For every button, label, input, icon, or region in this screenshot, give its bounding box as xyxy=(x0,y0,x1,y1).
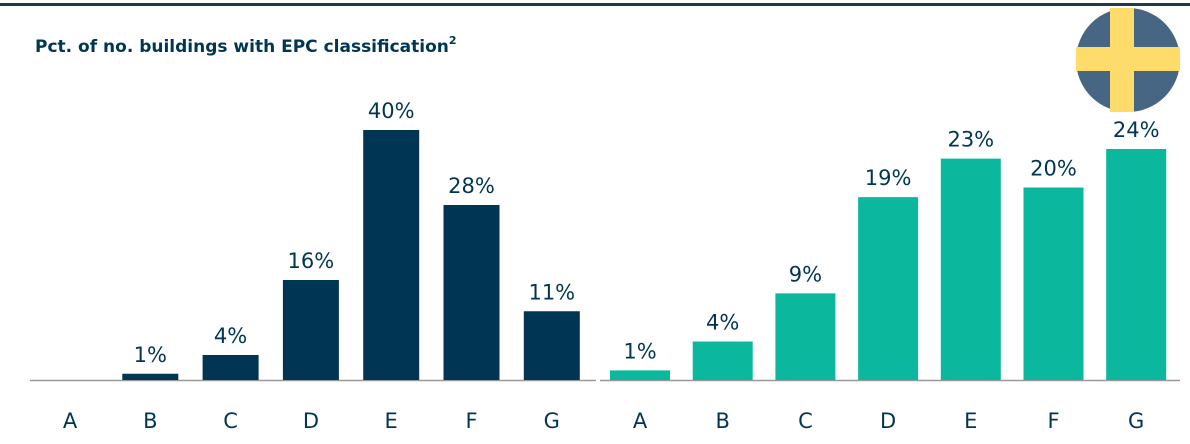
bar xyxy=(775,293,836,380)
x-tick-label: B xyxy=(143,409,157,433)
x-tick-label: A xyxy=(63,409,78,433)
x-tick-label: D xyxy=(303,409,319,433)
bar xyxy=(940,158,1001,380)
data-label: 40% xyxy=(368,99,415,123)
x-tick-label: C xyxy=(798,409,813,433)
bar xyxy=(523,311,580,380)
data-label: 11% xyxy=(528,280,575,304)
bar xyxy=(443,205,500,380)
x-tick-label: E xyxy=(964,409,977,433)
title-superscript: 2 xyxy=(449,34,457,47)
top-rule xyxy=(0,3,1190,6)
x-tick-label: G xyxy=(1128,409,1144,433)
data-label: 24% xyxy=(1113,118,1160,142)
data-label: 4% xyxy=(214,324,247,348)
x-tick-label: F xyxy=(1047,409,1059,433)
bar xyxy=(363,130,420,380)
data-label: 9% xyxy=(789,262,822,286)
bar xyxy=(610,370,670,380)
x-tick-label: G xyxy=(544,409,560,433)
x-tick-label: D xyxy=(880,409,896,433)
bar xyxy=(122,373,179,380)
bar xyxy=(282,280,339,380)
bar xyxy=(1106,149,1167,380)
x-tick-label: E xyxy=(385,409,398,433)
data-label: 20% xyxy=(1030,157,1077,181)
data-label: 23% xyxy=(947,128,994,152)
bar xyxy=(202,355,259,380)
chart-title: Pct. of no. buildings with EPC classific… xyxy=(35,34,457,57)
x-tick-label: F xyxy=(465,409,477,433)
data-label: 28% xyxy=(448,174,495,198)
title-text: Pct. of no. buildings with EPC classific… xyxy=(35,37,449,57)
bar xyxy=(692,341,753,380)
data-label: 4% xyxy=(706,311,739,335)
data-label: 1% xyxy=(134,343,167,367)
data-label: 1% xyxy=(623,339,656,363)
x-tick-label: B xyxy=(715,409,729,433)
x-tick-label: C xyxy=(223,409,238,433)
bar xyxy=(1023,187,1084,380)
bar xyxy=(858,197,919,380)
x-tick-label: A xyxy=(633,409,648,433)
data-label: 19% xyxy=(865,166,912,190)
flag-icon xyxy=(1076,8,1180,112)
data-label: 16% xyxy=(288,249,335,273)
